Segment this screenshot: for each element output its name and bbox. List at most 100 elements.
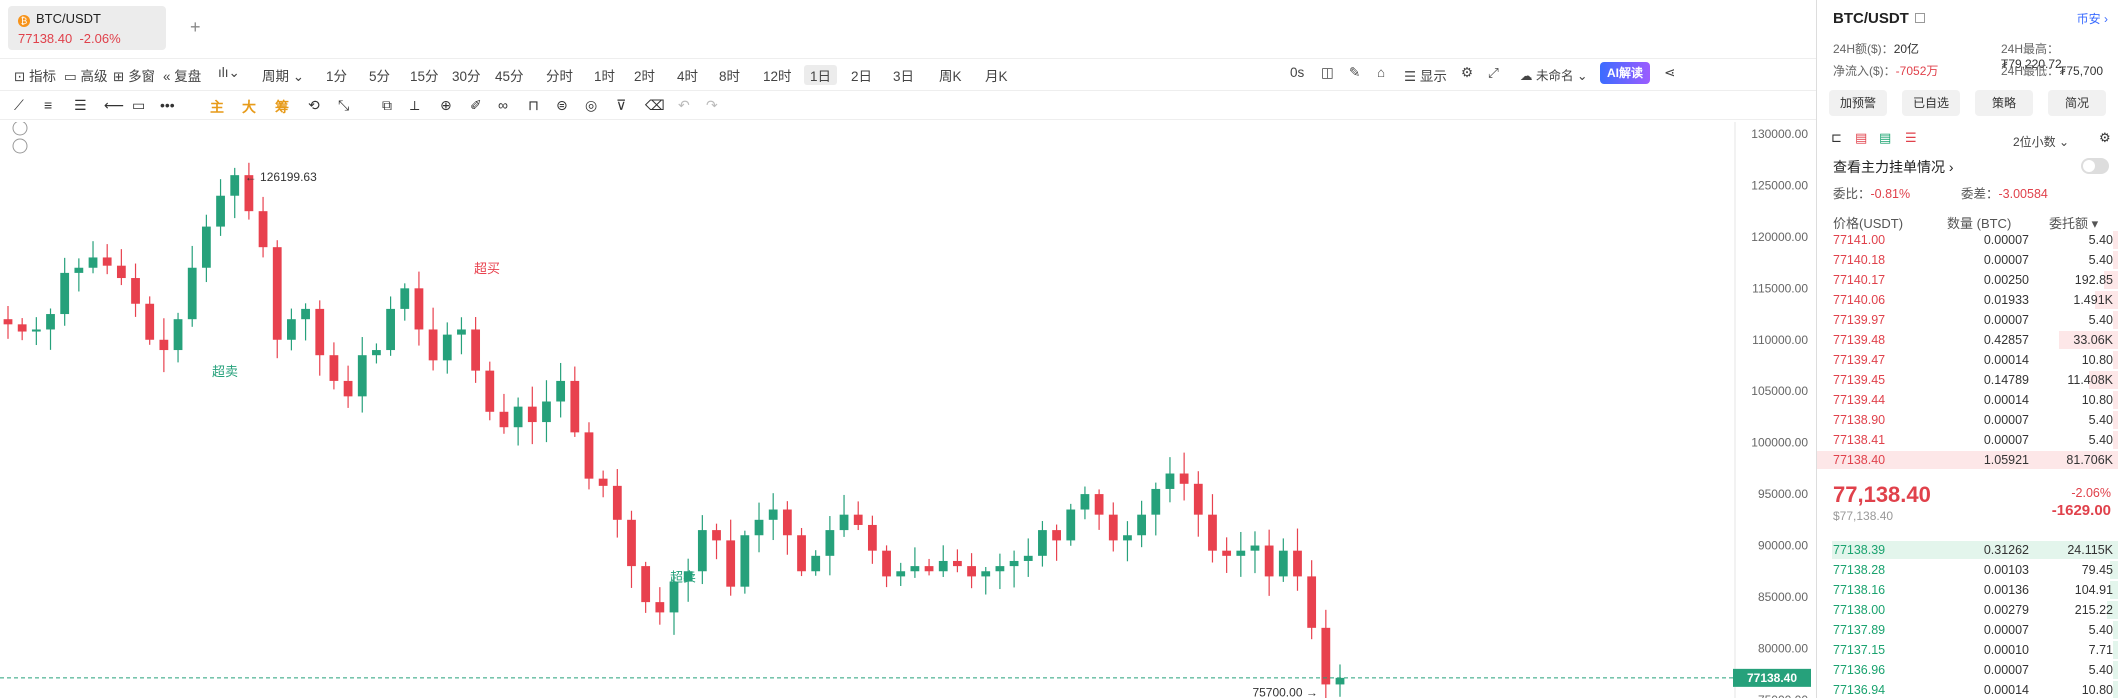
ask-row[interactable]: 77138.40 1.05921 81.706K bbox=[1817, 450, 2118, 470]
period-9[interactable]: 8时 bbox=[719, 69, 741, 84]
ask-qty: 0.00014 bbox=[1983, 393, 2029, 407]
ask-row[interactable]: 77138.41 0.00007 5.40 bbox=[1817, 430, 2118, 450]
brush-icon[interactable]: ✐ bbox=[470, 97, 482, 113]
main-force-button[interactable]: 主 bbox=[210, 99, 224, 115]
period-dropdown[interactable]: 周期 ⌄ bbox=[262, 69, 305, 84]
display-button[interactable]: ☰ 显示 bbox=[1404, 69, 1447, 84]
strategy-button[interactable]: 策略 bbox=[1975, 90, 2033, 116]
candle-body bbox=[839, 514, 849, 531]
layers-icon[interactable]: ⊜ bbox=[556, 97, 568, 113]
bid-row[interactable]: 77137.89 0.00007 5.40 bbox=[1817, 620, 2118, 640]
ask-row[interactable]: 77140.18 0.00007 5.40 bbox=[1817, 250, 2118, 270]
period-10[interactable]: 12时 bbox=[763, 69, 792, 84]
period-15[interactable]: 月K bbox=[985, 69, 1008, 84]
big-order-button[interactable]: 大 bbox=[242, 99, 256, 115]
period-4[interactable]: 45分 bbox=[495, 69, 524, 84]
layout-both-icon[interactable]: ⊏ bbox=[1831, 130, 1842, 145]
ask-row[interactable]: 77141.00 0.00007 5.40 bbox=[1817, 230, 2118, 250]
depth-bar bbox=[2059, 331, 2118, 349]
redo-icon[interactable]: ↷ bbox=[706, 97, 718, 113]
bid-row[interactable]: 77138.00 0.00279 215.22 bbox=[1817, 600, 2118, 620]
sync-icon[interactable]: ⟲ bbox=[308, 97, 320, 113]
period-6[interactable]: 1时 bbox=[594, 69, 616, 84]
candle-body bbox=[272, 247, 282, 340]
settings-icon[interactable]: ⚙ bbox=[2099, 130, 2111, 145]
candle-body bbox=[825, 530, 835, 556]
ask-row[interactable]: 77139.47 0.00014 10.80 bbox=[1817, 350, 2118, 370]
layout-list-icon[interactable]: ☰ bbox=[1905, 130, 1917, 145]
share-icon[interactable]: ⋖ bbox=[1664, 65, 1676, 80]
period-14[interactable]: 周K bbox=[939, 69, 962, 84]
rectangle-icon[interactable]: ▭ bbox=[132, 97, 146, 113]
multi-window-button[interactable]: ⊞ 多窗 bbox=[113, 69, 156, 84]
watchlist-button[interactable]: 已自选 bbox=[1902, 90, 1960, 116]
line-tool-icon[interactable]: ⟋ bbox=[14, 97, 24, 113]
period-13[interactable]: 3日 bbox=[893, 69, 915, 84]
copy-icon[interactable]: ⧉ bbox=[382, 97, 392, 113]
decimal-select[interactable]: 2位小数 ⌄ bbox=[2013, 135, 2070, 149]
add-tab-button[interactable]: + bbox=[190, 17, 201, 37]
main-orders-link[interactable]: 查看主力挂单情况 › bbox=[1833, 159, 1954, 175]
ask-row[interactable]: 77139.48 0.42857 33.06K bbox=[1817, 330, 2118, 350]
period-1[interactable]: 5分 bbox=[369, 69, 391, 84]
ask-row[interactable]: 77139.97 0.00007 5.40 bbox=[1817, 310, 2118, 330]
settings-icon[interactable]: ⚙ bbox=[1461, 65, 1474, 80]
candle-body bbox=[867, 524, 877, 551]
ai-analysis-button[interactable]: AI解读 bbox=[1600, 62, 1651, 84]
ruler-icon[interactable]: ⟂ bbox=[410, 97, 420, 113]
add-alert-button[interactable]: 加预警 bbox=[1829, 90, 1887, 116]
ask-row[interactable]: 77139.45 0.14789 11.408K bbox=[1817, 370, 2118, 390]
chips-button[interactable]: 筹 bbox=[275, 99, 289, 115]
period-11[interactable]: 1日 bbox=[804, 65, 838, 85]
period-12[interactable]: 2日 bbox=[851, 69, 873, 84]
horizontal-lines-icon[interactable]: ≡ bbox=[44, 97, 53, 113]
bid-row[interactable]: 77138.39 0.31262 24.115K bbox=[1817, 540, 2118, 560]
layout-asks-icon[interactable]: ▤ bbox=[1855, 130, 1868, 145]
layout-bids-icon[interactable]: ▤ bbox=[1879, 130, 1892, 145]
exchange-link[interactable]: 币安 › bbox=[2076, 12, 2108, 26]
copy-icon[interactable] bbox=[1914, 13, 1925, 23]
summary-button[interactable]: 简况 bbox=[2048, 90, 2106, 116]
fullscreen-icon[interactable]: ⤢ bbox=[1488, 65, 1499, 80]
more-dots-icon[interactable]: ••• bbox=[160, 97, 175, 113]
layout-dropdown[interactable]: ☁ 未命名 ⌄ bbox=[1520, 69, 1588, 83]
ask-row[interactable]: 77138.90 0.00007 5.40 bbox=[1817, 410, 2118, 430]
chart-type-button[interactable]: ılı⌄ bbox=[218, 65, 240, 81]
ask-row[interactable]: 77140.17 0.00250 192.85 bbox=[1817, 270, 2118, 290]
period-0[interactable]: 1分 bbox=[326, 69, 348, 84]
alert-icon[interactable]: ⌂ bbox=[1377, 65, 1386, 80]
undo-icon[interactable]: ↶ bbox=[678, 97, 690, 113]
period-5[interactable]: 分时 bbox=[546, 69, 573, 84]
replay-button[interactable]: « 复盘 bbox=[163, 69, 202, 84]
magnet-icon[interactable]: ⊕ bbox=[440, 97, 452, 113]
depth-bar bbox=[2113, 391, 2118, 409]
candlestick-chart[interactable]: 130000.00 125000.00 120000.00 115000.00 1100… bbox=[0, 122, 1816, 698]
ray-icon[interactable]: ⟵ bbox=[104, 97, 125, 113]
trash-icon[interactable]: ⌫ bbox=[645, 97, 665, 113]
symbol-tab[interactable]: ₿ BTC/USDT 77138.40 -2.06% bbox=[8, 6, 166, 50]
bid-row[interactable]: 77138.16 0.00136 104.91 bbox=[1817, 580, 2118, 600]
advanced-button[interactable]: ▭ 高级 bbox=[64, 69, 108, 84]
main-orders-toggle[interactable] bbox=[2081, 158, 2109, 174]
lock-icon[interactable]: ⊓ bbox=[528, 97, 539, 113]
period-3[interactable]: 30分 bbox=[452, 69, 481, 84]
ask-row[interactable]: 77139.44 0.00014 10.80 bbox=[1817, 390, 2118, 410]
eye-icon[interactable]: ◎ bbox=[585, 97, 598, 113]
period-7[interactable]: 2时 bbox=[634, 69, 656, 84]
col-amount[interactable]: 委托额 ▾ bbox=[2049, 216, 2099, 231]
measure-icon[interactable]: ⤡ bbox=[338, 97, 350, 113]
bid-row[interactable]: 77138.28 0.00103 79.45 bbox=[1817, 560, 2118, 580]
period-8[interactable]: 4时 bbox=[677, 69, 699, 84]
indicators-button[interactable]: ⊡ 指标 bbox=[14, 69, 57, 84]
bid-row[interactable]: 77137.15 0.00010 7.71 bbox=[1817, 640, 2118, 660]
bid-row[interactable]: 77136.94 0.00014 10.80 bbox=[1817, 680, 2118, 698]
binoculars-icon[interactable]: ∞ bbox=[498, 97, 508, 113]
volume-24h: 24H额($)：20亿 bbox=[1833, 42, 1920, 56]
period-2[interactable]: 15分 bbox=[410, 69, 439, 84]
pen-icon[interactable]: ✎ bbox=[1349, 65, 1361, 80]
ask-row[interactable]: 77140.06 0.01933 1.491K bbox=[1817, 290, 2118, 310]
camera-icon[interactable]: ◫ bbox=[1321, 65, 1334, 80]
channel-icon[interactable]: ☰ bbox=[74, 97, 87, 113]
filter-icon[interactable]: ⊽ bbox=[616, 97, 627, 113]
bid-row[interactable]: 77136.96 0.00007 5.40 bbox=[1817, 660, 2118, 680]
